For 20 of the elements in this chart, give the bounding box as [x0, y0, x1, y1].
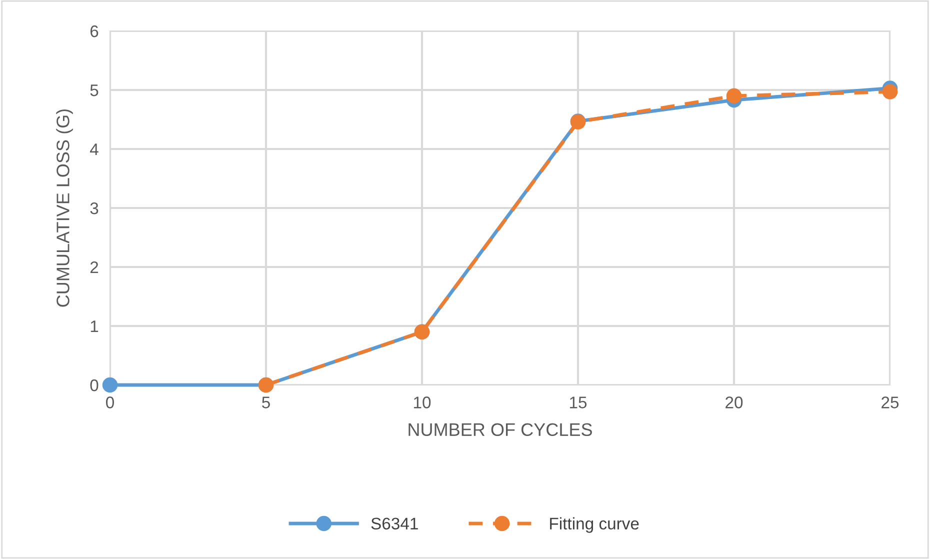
- x-tick-label: 10: [414, 396, 431, 408]
- x-tick-label: 20: [726, 396, 743, 408]
- y-axis-title: CUMULATIVE LOSS (G): [56, 109, 73, 307]
- legend-label: S6341: [371, 518, 418, 530]
- legend-label: Fitting curve: [550, 517, 639, 533]
- point: [102, 377, 118, 393]
- point: [726, 88, 742, 104]
- y-tick-label: 1: [90, 320, 98, 332]
- x-axis-title: NUMBER OF CYCLES: [408, 423, 592, 436]
- y-tick-label: 6: [90, 25, 98, 38]
- x-tick-label: 0: [106, 396, 114, 408]
- y-tick-label: 3: [90, 202, 98, 214]
- y-tick-label: 4: [90, 144, 98, 156]
- x-tick-label: 5: [262, 396, 270, 408]
- point: [882, 84, 898, 100]
- y-tick-label: 0: [90, 379, 98, 392]
- y-tick-label: 5: [90, 84, 98, 96]
- x-tick-label: 25: [882, 396, 899, 408]
- x-tick-label: 15: [570, 396, 587, 408]
- y-tick-label: 2: [90, 261, 98, 274]
